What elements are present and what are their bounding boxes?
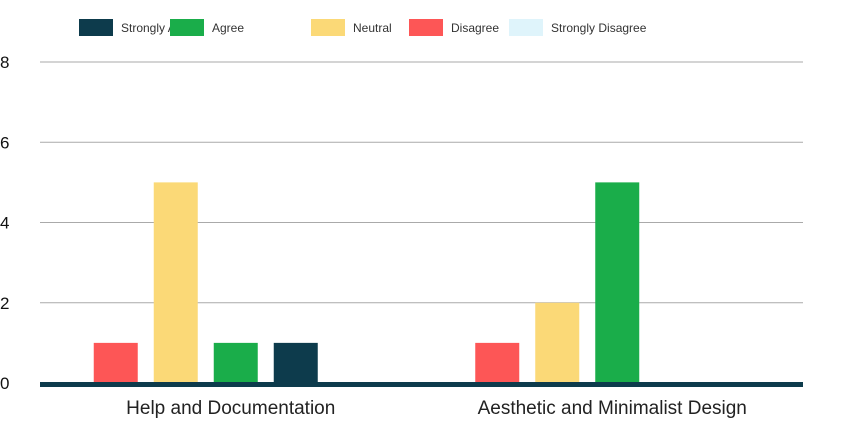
bar-aesthetic-and-minimalist-design-disagree — [475, 342, 520, 383]
bar-help-and-documentation-disagree — [93, 342, 138, 383]
legend-label-agree: Agree — [212, 21, 244, 35]
bars — [93, 182, 640, 383]
bar-aesthetic-and-minimalist-design-agree — [595, 182, 640, 383]
x-category-label-help-and-documentation: Help and Documentation — [126, 398, 335, 419]
bar-aesthetic-and-minimalist-design-neutral — [535, 302, 580, 383]
x-axis-categories: Help and Documentation Aesthetic and Mini… — [126, 398, 747, 419]
legend-swatch-strongly-agree — [79, 19, 113, 36]
legend-swatch-agree — [170, 19, 204, 36]
legend-swatch-disagree — [409, 19, 443, 36]
baseline-bar — [40, 382, 803, 387]
legend: Strongly Agree Agree Neutral Disagree Strong… — [79, 19, 647, 36]
legend-label-disagree: Disagree — [451, 21, 499, 35]
y-tick-label-4: 4 — [0, 214, 9, 233]
y-tick-label-6: 6 — [0, 133, 9, 152]
y-tick-label-2: 2 — [0, 294, 9, 313]
bar-help-and-documentation-neutral — [153, 182, 198, 383]
baseline — [40, 382, 803, 387]
legend-swatch-strongly-disagree — [509, 19, 543, 36]
legend-label-strongly-disagree: Strongly Disagree — [551, 21, 647, 35]
x-category-label-aesthetic-and-minimalist-design: Aesthetic and Minimalist Design — [478, 398, 747, 419]
y-tick-label-0: 0 — [0, 374, 9, 393]
bar-help-and-documentation-strongly-agree — [273, 342, 318, 383]
legend-label-neutral: Neutral — [353, 21, 392, 35]
bar-help-and-documentation-agree — [213, 342, 258, 383]
legend-swatch-neutral — [311, 19, 345, 36]
y-tick-label-8: 8 — [0, 53, 9, 72]
y-axis-ticks: 0 2 4 6 8 — [0, 53, 9, 393]
